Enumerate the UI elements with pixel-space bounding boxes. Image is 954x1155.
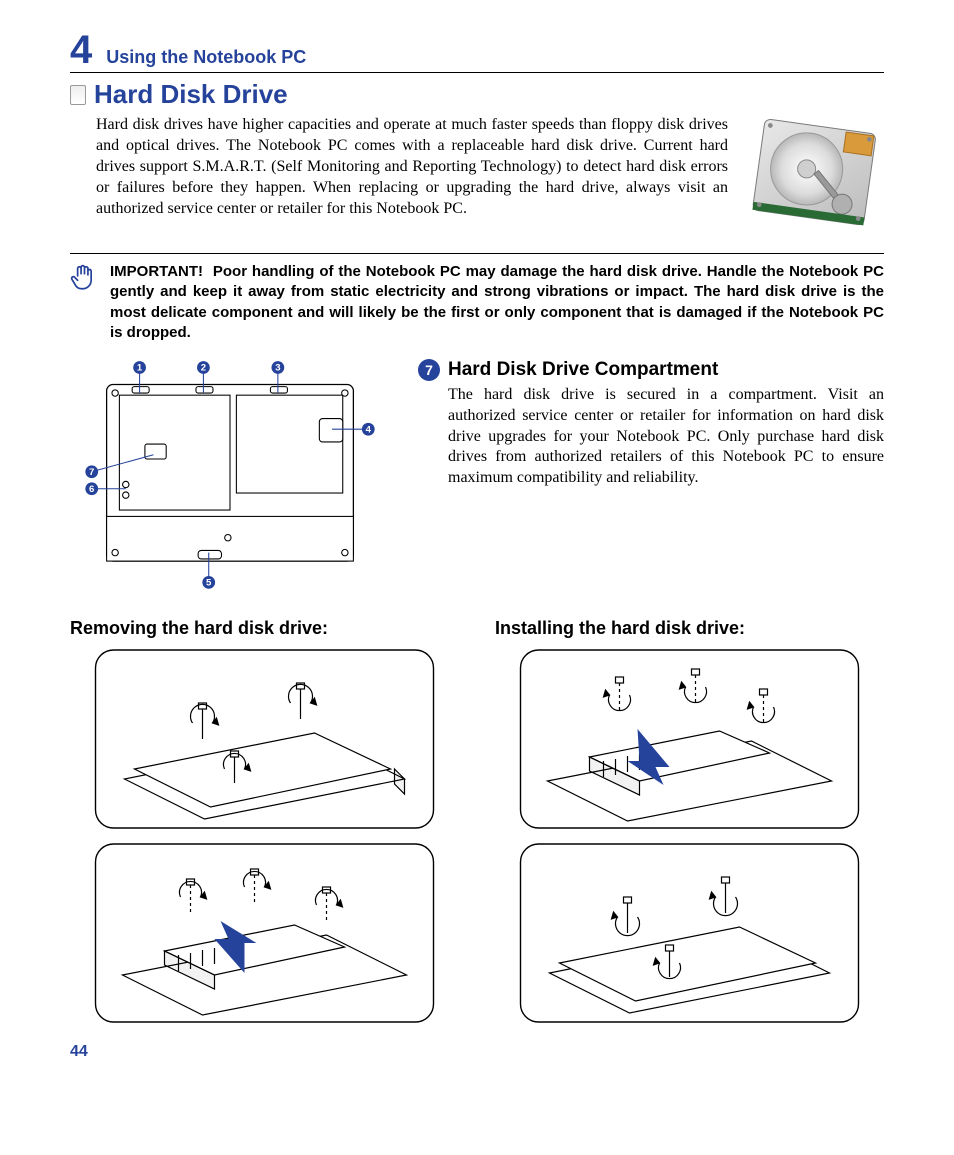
section-intro: Hard disk drives have higher capacities … xyxy=(96,114,728,220)
install-step-1 xyxy=(495,649,884,829)
bottom-diagram: 1 2 3 4 5 6 7 xyxy=(70,359,390,598)
compartment-badge: 7 xyxy=(418,359,440,381)
remove-step-1 xyxy=(70,649,459,829)
svg-text:7: 7 xyxy=(89,467,94,478)
chapter-header: 4 Using the Notebook PC xyxy=(70,30,884,73)
svg-text:2: 2 xyxy=(201,363,206,374)
compartment-text: The hard disk drive is secured in a comp… xyxy=(448,385,884,489)
chapter-title: Using the Notebook PC xyxy=(106,47,306,68)
hand-icon xyxy=(70,262,98,297)
remove-title: Removing the hard disk drive: xyxy=(70,618,459,639)
page-number: 44 xyxy=(70,1043,884,1061)
hdd-icon xyxy=(70,85,86,105)
svg-text:5: 5 xyxy=(206,578,212,589)
remove-step-2 xyxy=(70,843,459,1023)
section-title: Hard Disk Drive xyxy=(94,79,288,110)
chapter-number: 4 xyxy=(70,30,92,70)
svg-text:3: 3 xyxy=(275,363,280,374)
hdd-photo xyxy=(744,114,884,239)
compartment-title: Hard Disk Drive Compartment xyxy=(448,359,718,381)
svg-text:4: 4 xyxy=(366,424,372,435)
svg-text:1: 1 xyxy=(137,363,143,374)
svg-text:6: 6 xyxy=(89,484,94,495)
install-title: Installing the hard disk drive: xyxy=(495,618,884,639)
install-step-2 xyxy=(495,843,884,1023)
important-label: IMPORTANT! xyxy=(110,263,203,280)
important-body: Poor handling of the Notebook PC may dam… xyxy=(110,263,884,341)
important-text: IMPORTANT! Poor handling of the Notebook… xyxy=(110,262,884,343)
